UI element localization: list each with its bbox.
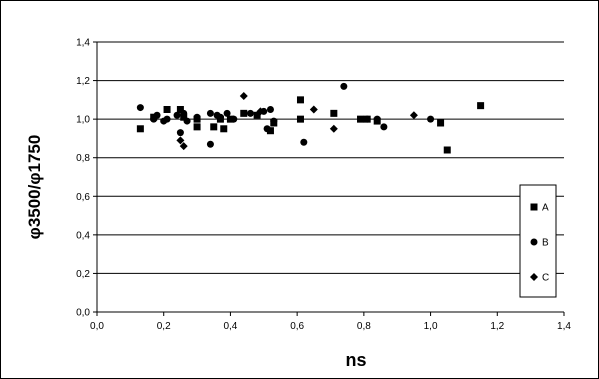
data-point-b [223, 109, 231, 117]
legend-marker-a [530, 203, 538, 211]
data-point-b [270, 117, 278, 125]
y-tick-label: 1,2 [76, 76, 90, 87]
data-point-b [193, 113, 201, 121]
x-tick-label: 1,2 [490, 321, 504, 332]
data-point-c [329, 124, 338, 133]
x-axis-title: ns [345, 350, 366, 370]
data-point-a [477, 102, 485, 110]
y-tick-label: 0,8 [76, 153, 90, 164]
data-point-c [409, 111, 418, 120]
data-point-a [210, 123, 218, 131]
x-tick-label: 0,4 [223, 321, 237, 332]
data-point-a [176, 106, 184, 113]
data-point-b [206, 109, 214, 117]
data-point-a [266, 127, 274, 135]
x-tick-label: 0,6 [290, 321, 304, 332]
legend-label-c: C [542, 273, 549, 284]
data-point-b [246, 109, 254, 117]
data-point-a [443, 146, 451, 154]
data-point-b [263, 125, 271, 133]
x-tick-label: 0,0 [90, 321, 104, 332]
legend-marker-c [530, 273, 538, 281]
data-point-b [363, 115, 371, 123]
y-tick-label: 1,4 [76, 38, 90, 49]
y-tick-label: 1,0 [76, 115, 90, 126]
y-tick-label: 0,0 [76, 308, 90, 319]
data-point-b [380, 123, 388, 131]
data-point-b [163, 115, 171, 123]
data-point-b [136, 104, 144, 112]
data-point-b [153, 111, 161, 119]
y-tick-label: 0,2 [76, 269, 90, 280]
data-point-a [180, 113, 188, 121]
data-point-b [230, 115, 238, 123]
data-point-a [357, 115, 365, 123]
legend-marker-b [530, 238, 538, 246]
data-point-a [193, 123, 201, 131]
data-point-a [437, 119, 445, 127]
data-point-b [180, 109, 188, 117]
data-point-a [163, 106, 171, 113]
data-point-a [136, 125, 144, 133]
legend-box [519, 184, 557, 298]
data-point-b [206, 140, 214, 148]
legend-label-b: B [542, 238, 549, 249]
data-point-b [300, 138, 308, 146]
data-point-b [373, 115, 381, 123]
y-tick-label: 0,4 [76, 230, 90, 241]
data-point-b [173, 111, 181, 119]
data-point-c [176, 136, 185, 145]
data-point-c [239, 92, 248, 100]
data-point-a [296, 96, 304, 104]
data-point-b [266, 106, 274, 113]
data-point-b [183, 117, 191, 125]
y-tick-label: 0,6 [76, 192, 90, 203]
data-point-c [309, 105, 318, 114]
x-tick-label: 1,4 [557, 321, 571, 332]
data-point-b [216, 113, 224, 121]
data-point-c [256, 107, 265, 116]
data-point-c [179, 142, 188, 151]
data-point-b [427, 115, 435, 123]
legend-label-a: A [542, 203, 549, 214]
data-point-a [220, 125, 228, 133]
x-tick-label: 0,2 [157, 321, 171, 332]
y-axis-title: φ3500/φ1750 [25, 135, 44, 240]
legend: A B C [519, 184, 557, 298]
data-point-a [253, 111, 261, 119]
data-point-b [176, 129, 184, 137]
data-point-a [330, 109, 338, 117]
data-point-a [296, 115, 304, 123]
data-point-b [340, 82, 348, 90]
x-tick-label: 1,0 [424, 321, 438, 332]
data-point-a [240, 109, 248, 117]
x-tick-label: 0,8 [357, 321, 371, 332]
